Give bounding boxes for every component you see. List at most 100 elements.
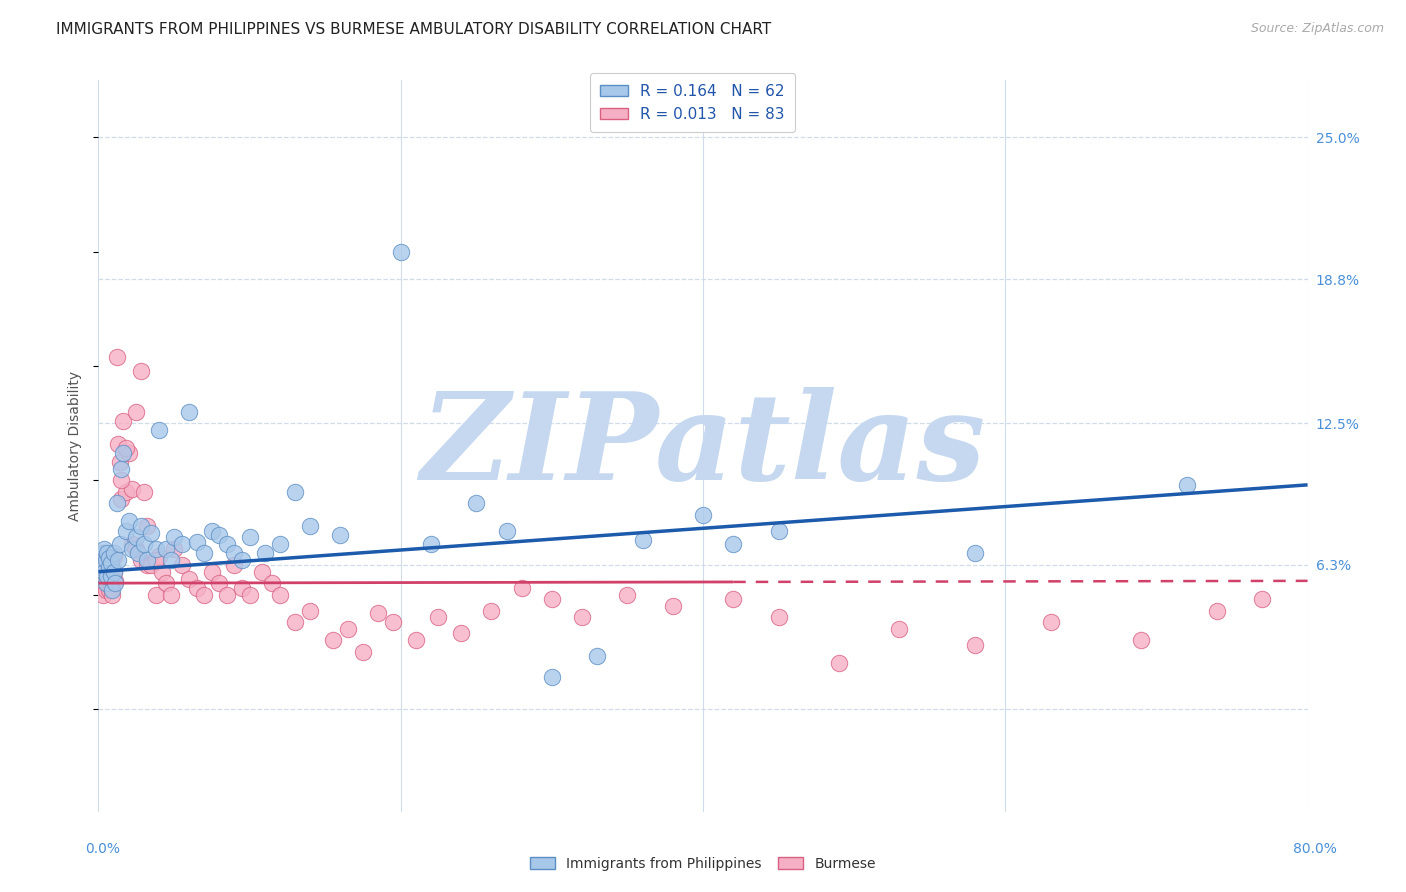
Point [96, 565, 118, 579]
Point [103, 565, 125, 579]
Point [96, 569, 118, 583]
Point [427, 610, 450, 624]
Point [145, 541, 167, 556]
Point [186, 535, 208, 549]
Point [1175, 478, 1198, 492]
Point [170, 537, 193, 551]
Point [269, 588, 291, 602]
Point [98, 572, 121, 586]
Point [160, 553, 183, 567]
Point [768, 524, 790, 538]
Point [163, 541, 186, 556]
Point [105, 496, 128, 510]
Point [90, 558, 112, 572]
Point [114, 442, 136, 456]
Point [828, 656, 851, 670]
Point [224, 546, 246, 560]
Point [352, 645, 374, 659]
Point [103, 549, 125, 563]
Point [129, 363, 152, 377]
Point [94, 553, 117, 567]
Text: 0.0%: 0.0% [86, 842, 120, 856]
Point [723, 592, 745, 607]
Text: IMMIGRANTS FROM PHILIPPINES VS BURMESE AMBULATORY DISABILITY CORRELATION CHART: IMMIGRANTS FROM PHILIPPINES VS BURMESE A… [56, 22, 772, 37]
Point [96, 576, 118, 591]
Point [118, 515, 141, 529]
Point [889, 622, 911, 636]
Point [495, 524, 517, 538]
Point [322, 633, 344, 648]
Point [125, 530, 148, 544]
Point [239, 530, 262, 544]
Point [299, 603, 322, 617]
Point [170, 558, 193, 572]
Point [284, 484, 307, 499]
Point [100, 581, 122, 595]
Point [129, 553, 152, 567]
Point [155, 576, 177, 591]
Point [108, 455, 131, 469]
Point [110, 462, 132, 476]
Point [98, 582, 121, 597]
Point [231, 553, 253, 567]
Point [148, 549, 170, 563]
Point [127, 546, 149, 560]
Point [163, 530, 186, 544]
Point [145, 588, 167, 602]
Point [89, 569, 111, 583]
Point [114, 524, 136, 538]
Point [110, 491, 132, 506]
Point [768, 610, 790, 624]
Point [105, 350, 128, 364]
Point [93, 572, 115, 586]
Point [132, 484, 155, 499]
Point [100, 558, 122, 572]
Point [510, 581, 533, 595]
Point [132, 537, 155, 551]
Point [104, 574, 127, 588]
Y-axis label: Ambulatory Disability: Ambulatory Disability [69, 371, 83, 521]
Point [91, 546, 114, 560]
Point [125, 405, 148, 419]
Point [98, 560, 121, 574]
Point [160, 588, 183, 602]
Point [135, 519, 157, 533]
Point [91, 546, 114, 560]
Legend: Immigrants from Philippines, Burmese: Immigrants from Philippines, Burmese [524, 851, 882, 876]
Point [100, 569, 122, 583]
Point [94, 582, 117, 597]
Point [179, 405, 201, 419]
Point [382, 615, 405, 629]
Point [110, 473, 132, 487]
Point [215, 588, 238, 602]
Legend: R = 0.164   N = 62, R = 0.013   N = 83: R = 0.164 N = 62, R = 0.013 N = 83 [589, 73, 796, 132]
Point [420, 537, 443, 551]
Point [125, 541, 148, 556]
Point [145, 553, 167, 567]
Point [100, 556, 122, 570]
Point [224, 558, 246, 572]
Point [586, 649, 609, 664]
Point [239, 588, 262, 602]
Point [299, 519, 322, 533]
Point [121, 537, 143, 551]
Point [118, 446, 141, 460]
Point [193, 588, 215, 602]
Point [571, 610, 593, 624]
Point [269, 537, 291, 551]
Point [231, 581, 253, 595]
Point [104, 576, 127, 591]
Point [121, 483, 143, 497]
Point [101, 588, 124, 602]
Point [103, 565, 125, 579]
Point [93, 558, 115, 572]
Point [208, 576, 231, 591]
Point [129, 519, 152, 533]
Point [329, 528, 352, 542]
Point [103, 546, 125, 560]
Point [367, 606, 389, 620]
Point [465, 496, 488, 510]
Point [90, 560, 112, 574]
Point [193, 546, 215, 560]
Point [141, 558, 163, 572]
